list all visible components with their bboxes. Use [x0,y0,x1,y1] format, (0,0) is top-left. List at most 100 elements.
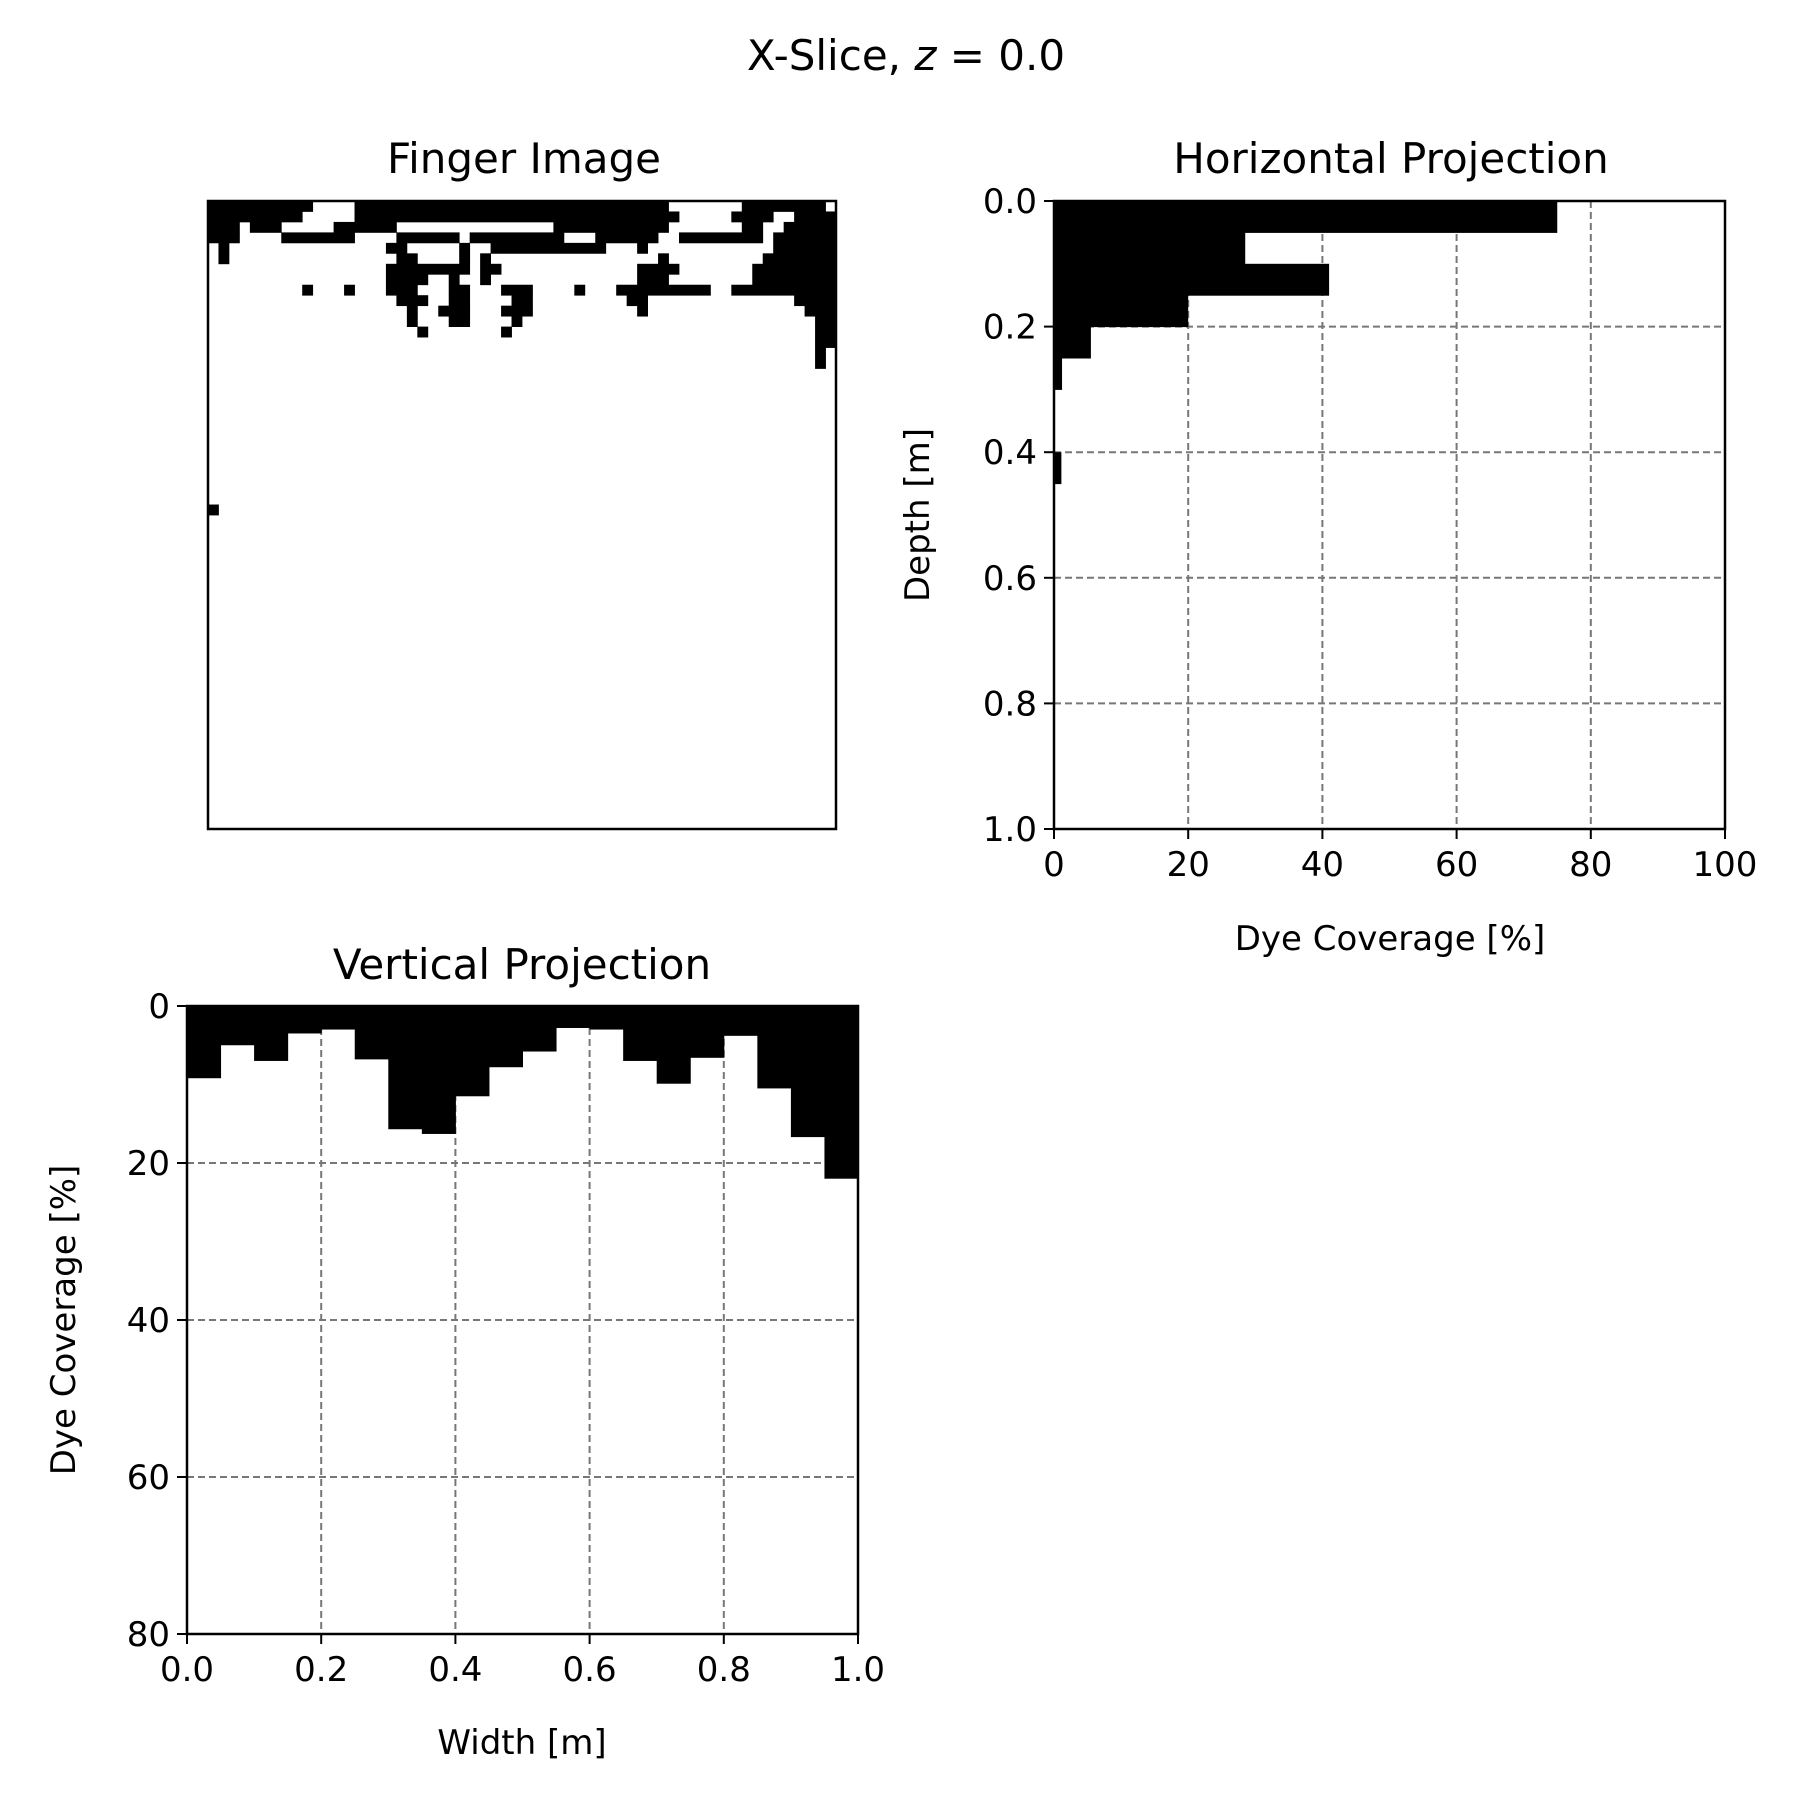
vertical-projection-grid [186,1005,859,1635]
x-tick-label: 0.8 [697,1650,751,1690]
vertical-bar [354,1006,389,1060]
dye-cell [616,201,669,212]
dye-cell [752,274,837,286]
x-tick-label: 0.4 [428,1650,482,1690]
x-tick-label: 1.0 [831,1650,885,1690]
vertical-bar [187,1006,222,1079]
dye-cell [815,347,826,359]
figure-suptitle: X-Slice, z = 0.0 [747,31,1065,80]
horizontal-bar [1054,263,1330,296]
dye-cell [815,326,837,338]
vertical-bar [421,1006,456,1134]
dye-cell [511,295,533,307]
x-tick-label: 40 [1301,845,1344,885]
x-tick-label: 20 [1167,845,1210,885]
dye-cell [794,295,837,307]
dye-cell [553,221,669,233]
dye-cell [501,284,533,296]
dye-cell [249,221,282,233]
vertical-bar [556,1006,591,1028]
horizontal-projection-ylabel: Depth [m] [898,428,938,602]
vertical-bar [321,1006,356,1030]
dye-cell [354,201,638,212]
vertical-bar [824,1006,859,1179]
dye-cell [815,337,837,348]
dye-cell [637,242,648,254]
dye-cell [773,242,837,254]
y-tick-label: 0.2 [983,308,1037,348]
dye-cell [815,316,837,327]
vertical-bar [790,1006,825,1138]
vertical-bar [287,1006,322,1034]
dye-cell [218,253,230,265]
dye-cell [637,305,648,317]
dye-cell [208,232,240,244]
dye-cell [438,305,471,317]
dye-cell [281,232,355,244]
dye-cell [406,305,418,317]
finger-image-panel: Finger Image [206,134,838,831]
x-tick-label: 100 [1693,845,1758,885]
dye-cell [469,232,565,244]
horizontal-projection-ticks: 0 20 40 60 80 100 0.0 0.2 0.4 0.6 0.8 1.0 [983,182,1758,885]
y-tick-label: 1.0 [983,810,1037,850]
x-tick-label: 0.2 [294,1650,348,1690]
dye-cell [490,242,607,254]
dye-cell [448,316,471,327]
dye-cell [208,221,240,233]
horizontal-bar [1054,295,1189,328]
dye-cell [208,201,314,212]
dye-cell [448,274,460,286]
dye-cell [731,211,774,223]
horizontal-projection-frame [1052,199,1727,831]
vertical-projection-ylabel: Dye Coverage [%] [44,1165,84,1476]
y-tick-label: 0.0 [983,182,1037,222]
dye-cell [480,253,491,265]
vertical-bar [522,1006,557,1052]
finger-image-title: Finger Image [387,134,661,183]
vertical-bar [623,1006,658,1061]
dye-cell [417,326,429,338]
vertical-bar [254,1006,289,1061]
dye-cell [616,284,711,296]
vertical-projection-ticks: 0.0 0.2 0.4 0.6 0.8 1.0 0 20 40 60 80 [127,987,885,1690]
vertical-bar [220,1006,255,1046]
dye-cell [815,358,826,369]
dye-cell [459,242,471,254]
dye-cell [762,253,837,265]
dye-cell [459,253,471,265]
dye-cell [480,263,502,275]
y-tick-label: 80 [127,1615,170,1655]
y-tick-label: 60 [127,1458,170,1498]
dye-cell [302,284,314,296]
x-tick-label: 0.0 [160,1650,214,1690]
dye-cell [385,274,429,286]
dye-cell [396,295,429,307]
x-tick-label: 0.6 [563,1650,617,1690]
horizontal-projection-title: Horizontal Projection [1173,134,1608,183]
dye-cell [804,305,837,317]
dye-cell [501,305,533,317]
vertical-bar [690,1006,725,1058]
dye-cell [626,295,648,307]
dye-cell [637,263,680,275]
x-tick-label: 80 [1569,845,1612,885]
horizontal-bar [1054,326,1091,359]
vertical-projection-panel: Vertical Projection 0.0 0.2 0.4 0.6 0.8 1.0 0 2… [44,940,885,1763]
y-tick-label: 0.6 [983,559,1037,599]
finger-image-mask [208,201,837,516]
y-tick-label: 0.4 [983,433,1037,473]
dye-cell [741,201,826,212]
dye-cell [385,242,408,254]
x-tick-label: 0 [1043,845,1065,885]
finger-image-frame [206,199,838,831]
dye-cell [385,263,471,275]
y-tick-label: 0 [148,987,170,1027]
vertical-bar [757,1006,792,1089]
dye-cell [208,211,303,223]
dye-cell [741,221,764,233]
y-tick-label: 0.8 [983,684,1037,724]
horizontal-bar [1054,358,1063,390]
dye-cell [448,284,471,296]
horizontal-bar [1054,452,1062,485]
